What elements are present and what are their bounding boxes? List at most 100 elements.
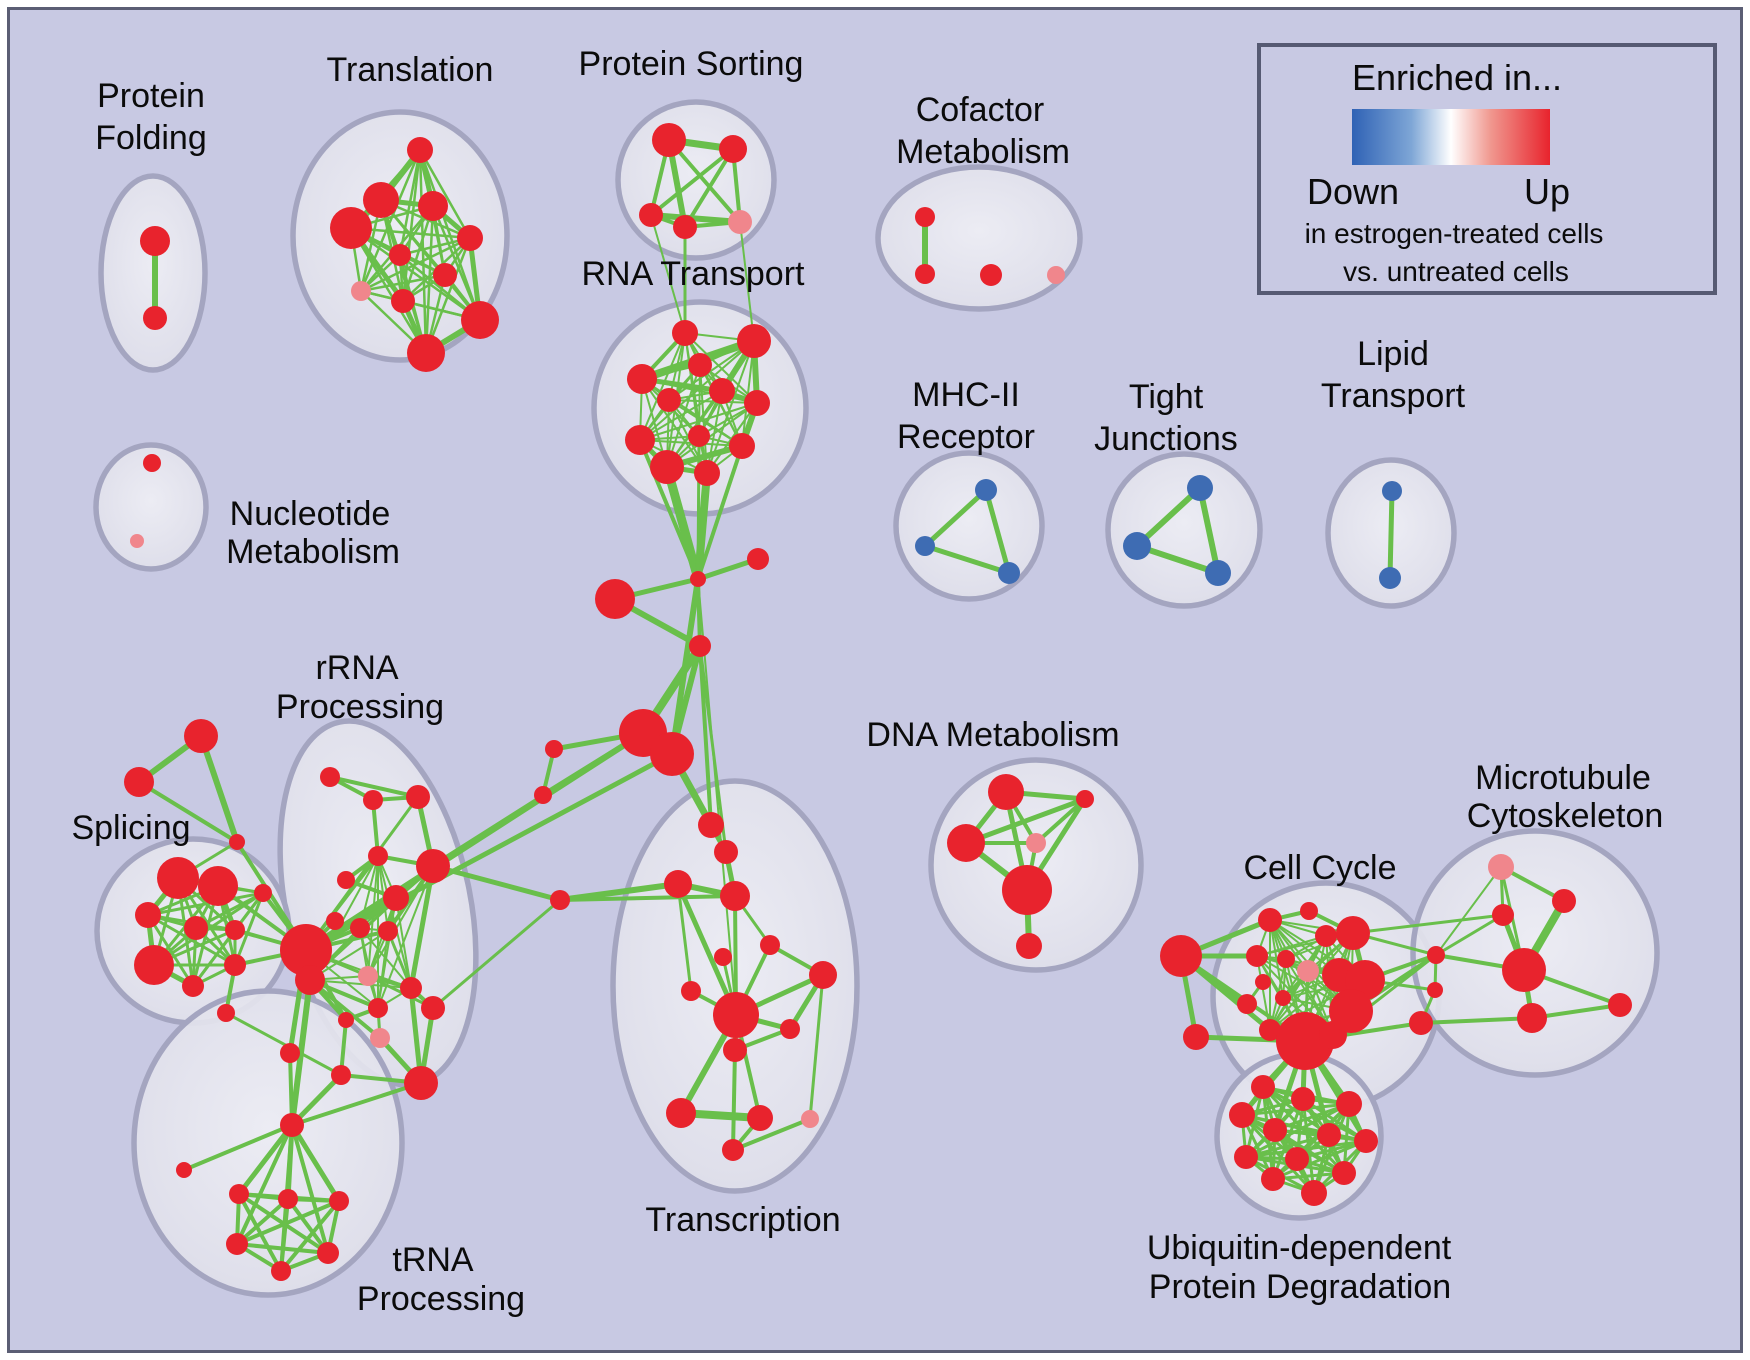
gene-set-node — [350, 918, 370, 938]
gene-set-node — [915, 536, 935, 556]
gene-set-node — [130, 534, 144, 548]
legend-gradient-bar — [1352, 109, 1550, 165]
edge-transcription — [731, 1048, 737, 1152]
gene-set-node — [550, 890, 570, 910]
gene-set-node — [801, 1110, 819, 1128]
edge-translation — [418, 148, 472, 240]
edge-mhc — [922, 487, 989, 549]
gene-set-node — [688, 353, 712, 377]
edge-ubiquitin — [1244, 1139, 1368, 1159]
cluster-label-protein_folding: Protein — [97, 77, 205, 115]
edge-microtubule — [1435, 866, 1502, 956]
edge-intercluster — [182, 1123, 294, 1172]
gene-set-node — [229, 834, 245, 850]
gene-set-node — [1382, 481, 1402, 501]
gene-set-node — [688, 425, 710, 447]
gene-set-node — [271, 1261, 291, 1281]
cluster-label-cell_cycle: Cell Cycle — [1243, 849, 1396, 887]
edge-intercluster — [638, 438, 700, 581]
edge-ubiquitin — [1271, 1139, 1368, 1181]
gene-set-node — [1291, 1087, 1315, 1111]
gene-set-node — [407, 334, 445, 372]
cluster-label-cofactor: Cofactor — [916, 91, 1045, 129]
edge-splicing — [191, 928, 237, 988]
cluster-labels-layer: Protein Folding Translation Protein Sorting… — [71, 45, 1663, 1318]
edge-rna_transport — [668, 399, 758, 404]
gene-set-node — [723, 1038, 747, 1062]
gene-set-node — [1275, 990, 1291, 1006]
gene-set-node — [1255, 974, 1271, 990]
gene-set-node — [378, 921, 398, 941]
edge-translation — [418, 148, 482, 322]
gene-set-node — [681, 981, 701, 1001]
edge-rrna — [137, 780, 239, 844]
edge-rna_transport — [684, 332, 708, 474]
gene-set-node — [625, 425, 655, 455]
edge-intercluster — [557, 881, 681, 903]
gene-set-node — [652, 123, 686, 157]
gene-set-node — [1205, 560, 1231, 586]
cluster-label-lipid: Transport — [1321, 377, 1466, 415]
gene-set-node — [1026, 833, 1046, 853]
cluster-label-microtubule: Cytoskeleton — [1467, 797, 1664, 835]
network-canvas: Protein Folding Translation Protein Sorting… — [71, 45, 1663, 1318]
cluster-label-ubiquitin: Ubiquitin-dependent — [1147, 1229, 1452, 1267]
gene-set-node — [639, 203, 663, 227]
gene-set-node — [337, 871, 355, 889]
gene-set-node — [157, 857, 199, 899]
edge-dna — [1034, 797, 1087, 845]
gene-set-node — [650, 450, 684, 484]
gene-set-node — [1409, 1011, 1433, 1035]
edge-intercluster — [303, 751, 675, 953]
edge-intercluster — [696, 434, 701, 581]
cluster-label-cofactor: Metabolism — [896, 133, 1070, 171]
gene-set-node — [1229, 1102, 1255, 1128]
bubble-dna — [928, 757, 1144, 973]
gene-set-node — [370, 1028, 390, 1048]
gene-set-node — [728, 210, 752, 234]
gene-set-node — [1002, 865, 1052, 915]
gene-set-node — [1187, 475, 1213, 501]
gene-set-node — [714, 948, 732, 966]
gene-set-node — [1234, 1145, 1258, 1169]
edge-transcription — [676, 882, 693, 993]
gene-set-node — [998, 562, 1020, 584]
edge-rrna — [366, 974, 435, 1010]
gene-set-node — [184, 719, 218, 753]
gene-set-node — [331, 1065, 351, 1085]
cluster-label-translation: Translation — [327, 51, 494, 89]
gene-set-node — [182, 975, 204, 997]
edge-translation — [349, 226, 482, 322]
gene-set-node — [657, 388, 681, 412]
edge-rna_transport — [668, 340, 755, 401]
gene-set-node — [1336, 1091, 1362, 1117]
enrichment-map-figure: Protein Folding Translation Protein Sorting… — [7, 7, 1743, 1353]
edge-translation — [359, 236, 472, 293]
gene-set-node — [407, 137, 433, 163]
gene-set-node — [980, 264, 1002, 286]
edge-ubiquitin — [1244, 1102, 1351, 1159]
edge-tight — [1134, 543, 1221, 576]
legend-caption-line1: in estrogen-treated cells — [1304, 218, 1604, 249]
gene-set-node — [694, 460, 720, 486]
gene-set-node — [176, 1162, 192, 1178]
gene-set-node — [1076, 790, 1094, 808]
gene-set-node — [225, 920, 245, 940]
gene-set-node — [1427, 982, 1443, 998]
cluster-label-rrna: Processing — [276, 688, 444, 726]
cluster-label-nucleotide: Nucleotide — [230, 495, 391, 533]
gene-set-node — [404, 1066, 438, 1100]
edge-intercluster — [290, 1123, 330, 1255]
edge-lipid — [1387, 488, 1395, 581]
gene-set-node — [1379, 567, 1401, 589]
edge-intercluster — [662, 462, 703, 584]
gene-set-node — [280, 924, 332, 976]
gene-set-node — [1502, 948, 1546, 992]
gene-set-node — [714, 840, 738, 864]
edge-protein_sorting — [648, 212, 743, 225]
gene-set-node — [1259, 1019, 1281, 1041]
gene-set-node — [595, 579, 635, 619]
edge-ubiquitin — [1244, 1133, 1331, 1159]
gene-set-node — [224, 954, 246, 976]
gene-set-node — [338, 1012, 354, 1028]
